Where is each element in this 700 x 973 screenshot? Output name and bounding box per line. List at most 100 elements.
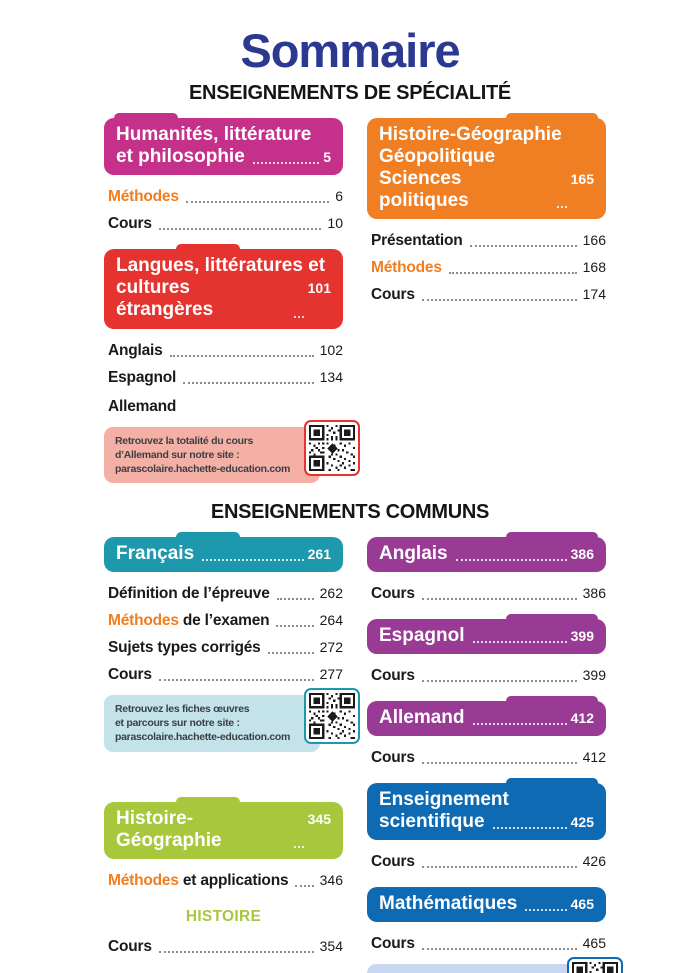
page-number: 272: [319, 639, 343, 656]
page-number: 386: [570, 546, 594, 563]
toc-row-label: Sujets types corrigés: [108, 639, 261, 657]
page-number: 10: [327, 215, 343, 232]
toc-row-label: Méthodes: [371, 259, 442, 277]
dot-leader: [448, 272, 577, 275]
communs-left-column: Français 261 Définition de l’épreuve 262…: [104, 532, 360, 973]
page-number: 101: [307, 280, 331, 297]
page-number: 465: [570, 896, 594, 913]
toc-row-label: Cours: [371, 286, 415, 304]
toc-row-espagnol: Espagnol 134: [108, 369, 343, 387]
dot-leader: [472, 641, 567, 644]
box-tab: [176, 796, 240, 809]
dot-leader: [293, 845, 304, 848]
box-title-line: Histoire-Géographie: [379, 124, 562, 146]
toc-row-methodes: Méthodes 168: [371, 259, 606, 277]
toc-row-label: Cours: [371, 853, 415, 871]
page-number: 426: [582, 853, 606, 870]
toc-row-label: de l’examen: [178, 612, 270, 630]
dot-leader: [492, 827, 567, 830]
section-heading-communs: ENSEIGNEMENTS COMMUNS: [210, 501, 490, 524]
toc-row-cours: Cours 277: [108, 666, 343, 684]
box-tab: [176, 244, 240, 257]
communs-columns: Français 261 Définition de l’épreuve 262…: [0, 524, 700, 973]
box-tab: [506, 113, 598, 126]
box-title-line: Langues, littératures et: [116, 255, 326, 277]
toc-row-label: Cours: [108, 937, 152, 955]
dot-leader: [421, 866, 577, 869]
toc-row-presentation: Présentation 166: [371, 232, 606, 250]
toc-row-definition: Définition de l’épreuve 262: [108, 585, 343, 603]
section-box-allemand: Allemand 412: [367, 696, 606, 737]
box-title-line: Géopolitique: [379, 146, 496, 168]
dot-leader: [556, 206, 567, 209]
page-number: 354: [319, 937, 343, 954]
page-number: 166: [582, 232, 606, 249]
dot-leader: [421, 299, 577, 302]
toc-row-label: Cours: [371, 585, 415, 603]
section-box-histoire-geo-politique: Histoire-Géographie Géopolitique Science…: [367, 113, 606, 220]
box-tab: [176, 532, 240, 545]
toc-row-label: Anglais: [108, 341, 163, 359]
toc-row-cours: Cours 10: [108, 215, 343, 233]
box-title-line: Enseignement: [379, 789, 509, 811]
toc-row-label: Cours: [371, 667, 415, 685]
page-number: 168: [582, 259, 606, 276]
box-title-line: Histoire-Géographie: [116, 807, 222, 851]
communs-right-column: Anglais 386 Cours 386 Espagnol 399 C: [367, 532, 623, 973]
page-number: 165: [570, 171, 594, 188]
dot-leader: [421, 680, 577, 683]
toc-row-label: et applications: [178, 871, 289, 889]
page-number: 134: [319, 368, 343, 385]
dot-leader: [472, 723, 567, 726]
section-box-enseignement-scientifique: Enseignement scientifique 425: [367, 778, 606, 841]
specialite-right-column: Histoire-Géographie Géopolitique Science…: [367, 113, 606, 304]
toc-row-cours: Cours 465: [371, 935, 606, 953]
page-number: 346: [319, 871, 343, 888]
toc-row-allemand: Allemand: [108, 398, 343, 416]
box-title-line: Français: [116, 543, 195, 565]
box-tab: [506, 696, 598, 709]
box-title-line: Humanités, littérature: [116, 124, 312, 146]
page-number: 102: [319, 341, 343, 358]
toc-row-label-accent: Méthodes: [108, 871, 179, 889]
qr-code-icon: [304, 688, 360, 745]
toc-row-sujets: Sujets types corrigés 272: [108, 639, 343, 657]
toc-row-label: Cours: [371, 935, 415, 953]
box-title-line: Sciences politiques: [379, 168, 469, 212]
note-box-maths: Retrouvez tous les cours de la partie Ma…: [367, 957, 623, 973]
section-box-histoire-geographie: Histoire-Géographie 345: [104, 796, 343, 859]
box-title-line: et philosophie: [116, 146, 245, 168]
dot-leader: [158, 679, 314, 682]
page-number: 412: [582, 749, 606, 766]
dot-leader: [252, 162, 320, 165]
section-heading-specialite: ENSEIGNEMENTS DE SPÉCIALITÉ: [189, 82, 511, 105]
page-number: 264: [319, 612, 343, 629]
dot-leader: [295, 884, 314, 887]
page-number: 386: [582, 585, 606, 602]
page-title: Sommaire: [240, 24, 460, 77]
dot-leader: [202, 559, 304, 562]
toc-row-cours-histoire: Cours 354: [108, 938, 343, 956]
section-box-humanites: Humanités, littérature et philosophie 5: [104, 113, 343, 176]
dot-leader: [421, 762, 577, 765]
box-tab: [114, 113, 178, 126]
dot-leader: [525, 909, 567, 912]
page-number: 5: [323, 149, 331, 166]
page-number: 399: [582, 667, 606, 684]
box-title-line: Espagnol: [379, 625, 465, 647]
toc-row-label: Cours: [108, 215, 152, 233]
page-number: 345: [307, 810, 331, 827]
page-number: 174: [582, 286, 606, 303]
box-title-line: Anglais: [379, 543, 448, 565]
note-text: Retrouvez les fiches œuvres et parcours …: [104, 695, 320, 752]
dot-leader: [455, 559, 567, 562]
section-box-francais: Français 261: [104, 532, 343, 573]
dot-leader: [185, 201, 330, 204]
qr-code-icon: [304, 419, 360, 476]
specialite-left-column: Humanités, littérature et philosophie 5 …: [104, 113, 360, 484]
toc-row-label: Définition de l’épreuve: [108, 585, 270, 603]
toc-row-cours: Cours 386: [371, 585, 606, 603]
dot-leader: [276, 625, 314, 628]
toc-row-methodes-applications: Méthodes et applications 346: [108, 872, 343, 890]
